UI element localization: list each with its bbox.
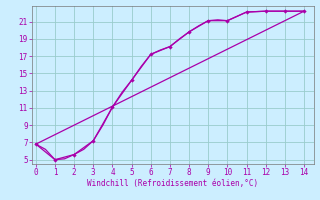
X-axis label: Windchill (Refroidissement éolien,°C): Windchill (Refroidissement éolien,°C) (87, 179, 258, 188)
